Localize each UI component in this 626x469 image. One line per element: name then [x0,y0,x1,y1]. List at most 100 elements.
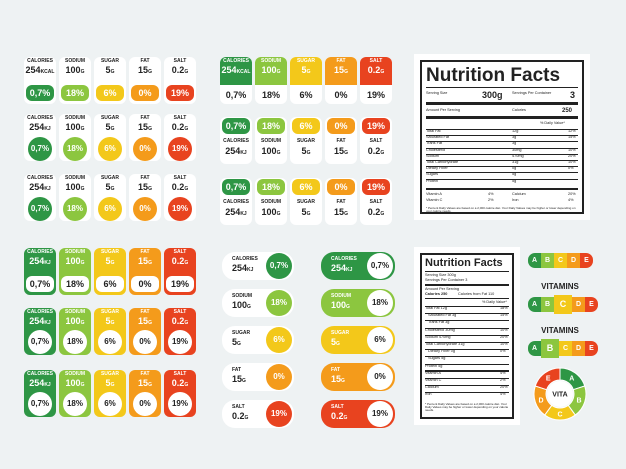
percent-circle: 0,7% [28,330,52,354]
score-letter: E [585,341,598,356]
percent-pill: 19% [166,85,194,101]
nutrient-name: SUGAR [100,58,120,64]
nutrient-tag: CALORIES 254KJ 0,7% [24,370,56,417]
nutrient-name: SALT [173,249,187,255]
mineral-label: Calcium [512,192,526,196]
rule [426,87,578,88]
calories-fat: Calories from Fat 110 [458,292,495,296]
nutrient-tag: SUGAR 5G 6% [94,308,126,355]
nutrient-dv: 10% [568,147,576,152]
nutrient-name: SALT [331,404,344,410]
calories: 250 [562,108,573,114]
row-rule [425,363,509,365]
serving-size: Serving Size 300g [425,273,456,277]
percent-pill: 0% [327,179,355,195]
footnote: * Percent Daily Values are based on a 2,… [425,402,509,412]
calories-label: Calories [512,108,526,112]
nutrient-name: CALORIES [27,175,53,181]
nutrient-value: 5G [301,207,311,217]
nutrient-dv: 15% [568,135,576,140]
nutrient-value: 100G [65,182,85,192]
score-letter: E [585,297,598,312]
nutrient-tag: FAT 15G 0% [129,370,161,417]
nutrient-value: 5G [105,182,115,192]
nutrient-row: SODIUM 100G 18% [222,289,294,317]
nutrient-tag: SODIUM 100G 18% [59,114,91,161]
nutrient-name: FAT [336,138,346,144]
servings-label: Servings Per Container [512,91,552,95]
nutrient-amount: 5g [512,178,517,183]
percent-pill: 0% [131,276,159,292]
percent-pill: 6% [292,118,320,134]
score-letter: A [528,297,541,312]
nutrient-tag: SODIUM 100G 18% [59,308,91,355]
nutrient-value: 15G [334,65,348,75]
nutrient-tag: 19% SALT 0.2G [360,178,392,225]
nutrition-label-small: Nutrition Facts Serving Size 300g Servings… [414,247,520,425]
nutrient-label: Saturated Fat 3g [428,313,457,318]
percent-circle: 0,7% [266,253,292,279]
donut-segment [534,367,561,391]
tag-header: CALORIES 254KCAL [220,57,252,85]
nutrient-name: SODIUM [65,249,85,255]
vita-label: VITA [552,392,567,399]
percent-circle: 0,7% [28,137,52,161]
percent-circle: 18% [63,137,87,161]
nutrient-row: FAT 15G 0% [222,363,294,391]
donut-center [547,381,573,407]
donut-letter: E [546,375,551,382]
percent-circle: 6% [98,330,122,354]
row-rule [426,141,578,142]
percent-pill: 6% [96,85,124,101]
percent-pill: 6% [96,276,124,292]
serving-size: 300g [482,90,503,100]
nutrient-label: Total Carbohydrate 31g [425,342,465,346]
nutrient-value: 15G [138,65,152,75]
amount-label: Amount Per Serving [425,287,459,291]
nutrient-label: Vitamin C [425,378,442,382]
nutrient-name: SODIUM [261,138,281,144]
mineral-dv: 20% [568,192,576,196]
nutrient-dv: 18% [500,306,508,310]
nutrient-dv: 20% [500,334,508,339]
percent-pill: 0% [131,85,159,101]
nutrient-name: FAT [331,367,341,373]
row-rule [425,349,509,350]
donut-letter: B [576,398,581,405]
percent-value: 0,7% [225,90,247,100]
vitamins-title: VITAMINS [541,282,579,291]
nutrient-name: CALORIES [27,371,53,377]
nutrient-name: SALT [173,115,187,121]
nutrient-label: Sodium [426,153,439,158]
nutrient-row: FAT 15G 0% [321,363,395,391]
nutrient-dv: 0% [500,349,506,354]
nutrient-name: SUGAR [100,249,120,255]
nutrient-name: CALORIES [232,256,258,262]
nutrient-name: CALORIES [27,58,53,64]
percent-circle: 19% [266,401,292,427]
nutrient-name: CALORIES [27,115,53,121]
label-border: Nutrition Facts Serving Size 300g Servings… [420,253,514,419]
row-rule [425,306,509,307]
nutrient-amount: 12g [512,129,519,133]
percent-circle: 0% [133,330,157,354]
nutrient-row: SUGAR 5G 6% [222,326,294,354]
nutrient-value: 254KJ [232,263,254,273]
nutrient-dv: 10% [500,327,508,332]
nutrient-name: SODIUM [65,115,85,121]
footnote: * Percent Daily Values are based on a 2,… [426,206,576,213]
percent-circle: 18% [367,290,393,316]
nutrient-tag: FAT 15G 0% [129,174,161,221]
nutrient-tag: SALT 0.2G 19% [360,57,392,104]
nutrient-value: 0.2G [171,378,189,388]
tag-header: SUGAR 5G [290,57,322,85]
nutrient-tag: FAT 15G 0% [129,114,161,161]
nutrient-value: 15G [138,256,152,266]
nutrient-tag: SALT 0.2G 19% [164,57,196,104]
score-letter: C [554,253,567,268]
nutrient-row: SODIUM 100G 18% [321,289,395,317]
vitamin-label: Vitamin A [426,192,442,196]
nutrient-value: 15G [138,122,152,132]
row-rule [426,166,578,167]
row-rule [425,385,509,386]
